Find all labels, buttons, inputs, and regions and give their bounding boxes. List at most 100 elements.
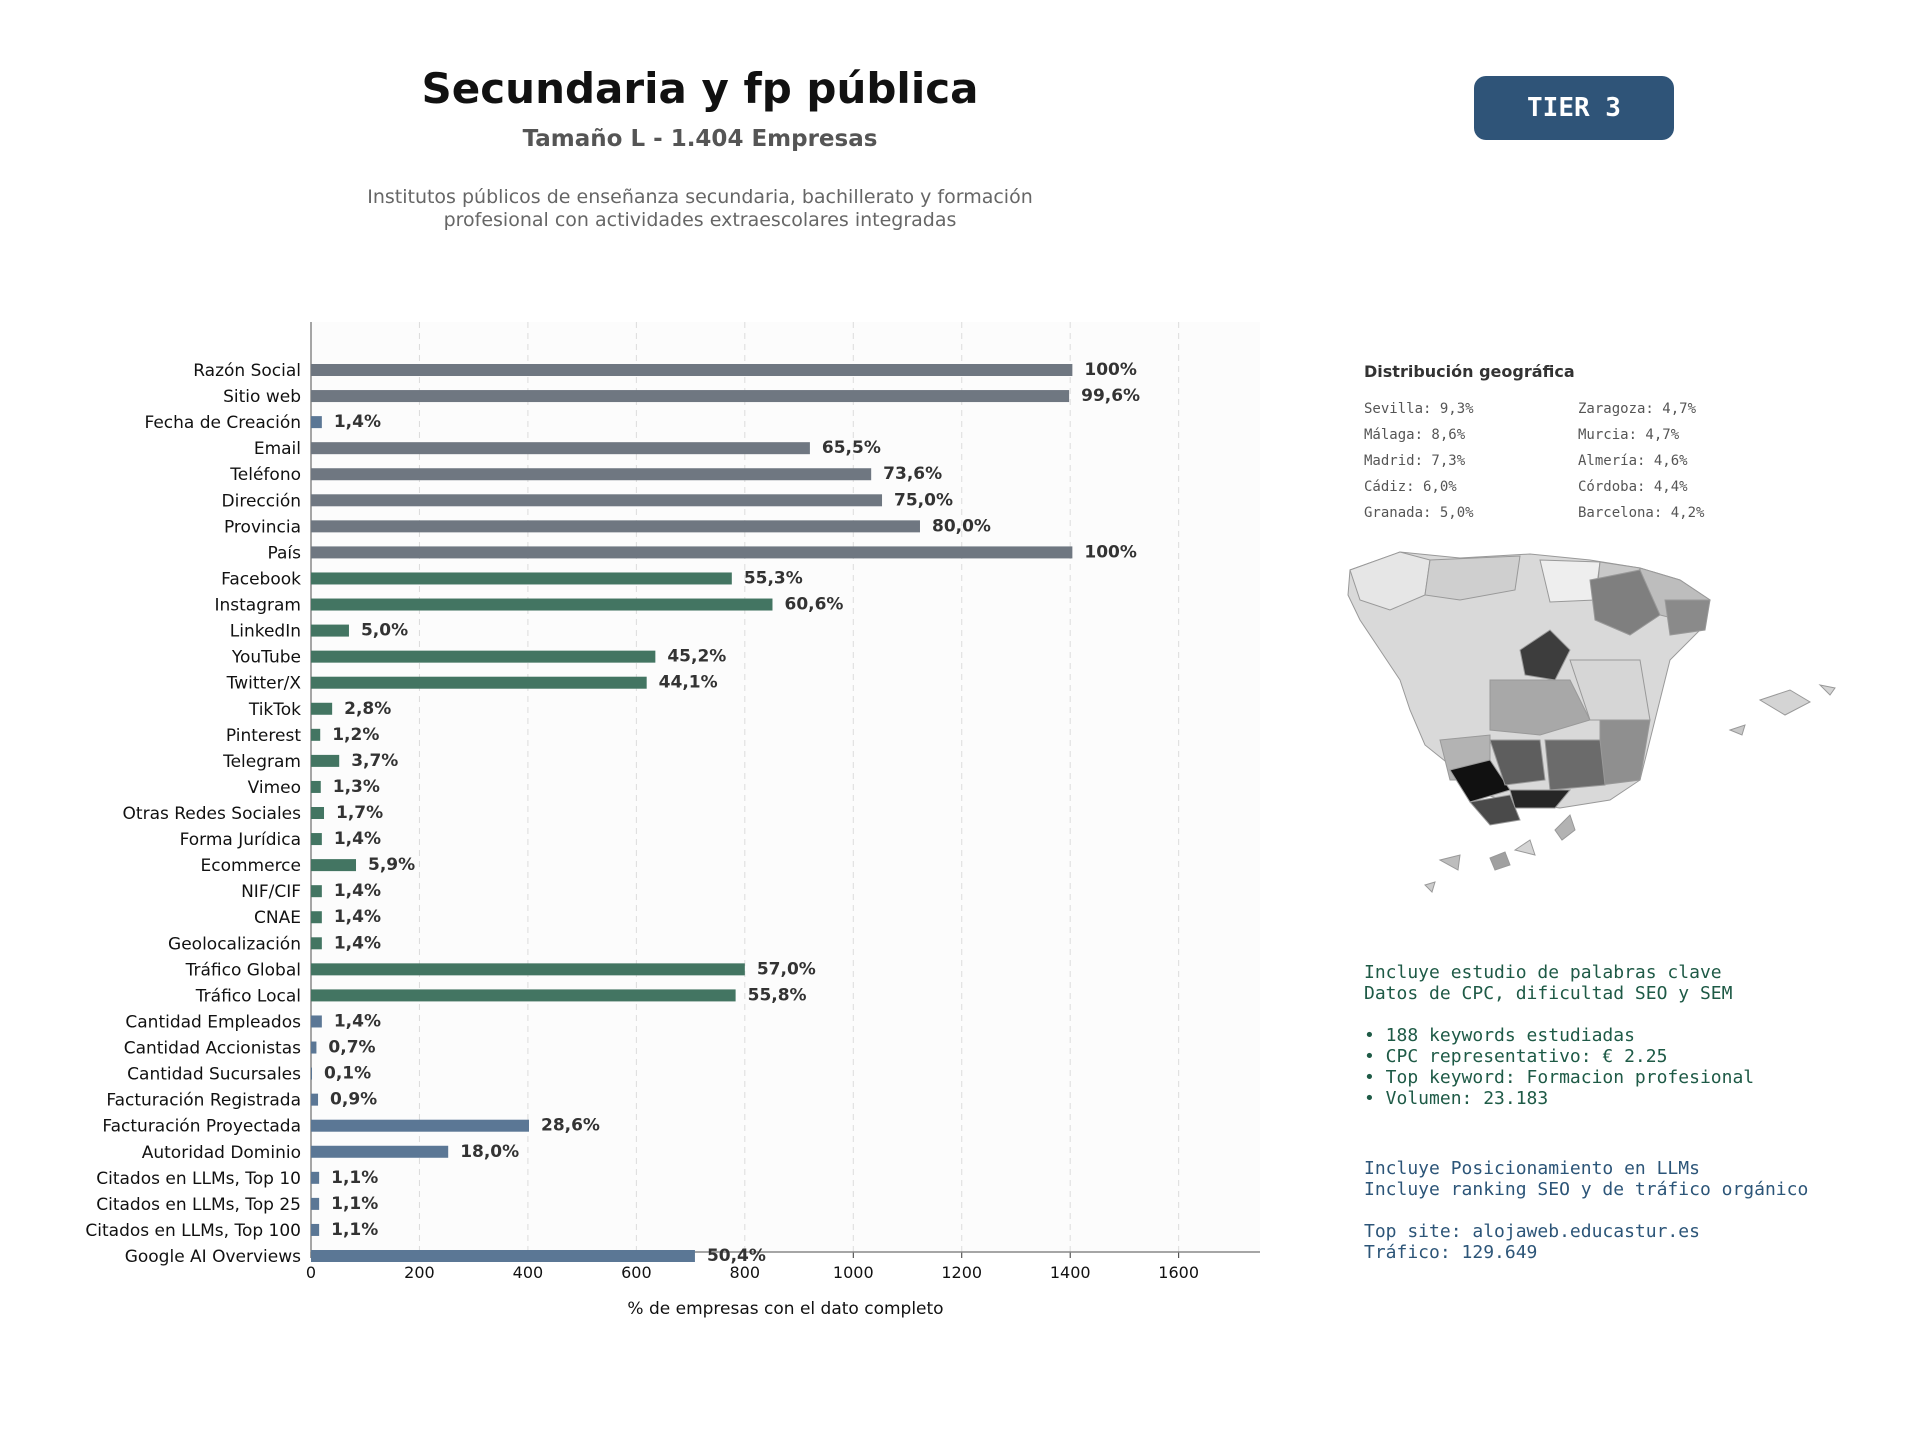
bar (311, 780, 321, 793)
bar (311, 833, 322, 846)
data-label: 1,4% (334, 907, 381, 927)
data-label: 75,0% (894, 490, 953, 510)
x-tick-label: 1600 (1158, 1263, 1199, 1282)
geo-item: Cádiz: 6,0% (1364, 479, 1457, 495)
category-label: Sitio web (223, 387, 301, 407)
bar (311, 1067, 312, 1080)
bar (311, 702, 333, 715)
data-label: 65,5% (822, 438, 881, 458)
bar (311, 520, 920, 533)
keywords-bullet: • CPC representativo: € 2.25 (1364, 1046, 1668, 1067)
data-label: 0,7% (328, 1038, 375, 1058)
bar (311, 1145, 449, 1158)
x-tick-label: 200 (404, 1263, 435, 1282)
keywords-bullet: • Volumen: 23.183 (1364, 1088, 1549, 1109)
x-tick-label: 1200 (941, 1263, 982, 1282)
data-label: 44,1% (659, 673, 718, 693)
geo-item: Granada: 5,0% (1364, 505, 1474, 521)
geo-item: Córdoba: 4,4% (1578, 479, 1688, 495)
category-label: Instagram (215, 596, 302, 616)
category-label: Citados en LLMs, Top 10 (96, 1169, 301, 1189)
data-label: 1,1% (331, 1194, 378, 1214)
map-region (1818, 684, 1836, 696)
map-region (1758, 689, 1812, 716)
x-tick-label: 800 (730, 1263, 761, 1282)
bar (311, 859, 357, 872)
category-label: Facturación Proyectada (102, 1117, 301, 1137)
bar-chart: 0 200 400 600 800 1000 1200 1400 1600 Razón Socia… (85, 322, 1260, 1319)
geo-item: Sevilla: 9,3% (1364, 401, 1474, 417)
llm-line: Top site: alojaweb.educastur.es (1364, 1221, 1700, 1242)
bar (311, 911, 322, 924)
category-label: Fecha de Creación (144, 413, 301, 433)
bar (311, 494, 883, 507)
x-axis-label: % de empresas con el dato completo (627, 1299, 943, 1319)
category-label: YouTube (231, 648, 301, 668)
bar (311, 416, 322, 429)
plot-area (311, 322, 1260, 1252)
geo-item: Almería: 4,6% (1578, 453, 1688, 469)
map-region (1424, 555, 1521, 601)
bar (311, 442, 810, 455)
llm-line: Incluye Posicionamiento en LLMs (1364, 1158, 1700, 1179)
geo-item: Madrid: 7,3% (1364, 453, 1466, 469)
category-label: Citados en LLMs, Top 25 (96, 1195, 301, 1215)
category-label: Tráfico Global (185, 960, 301, 980)
data-label: 1,4% (334, 412, 381, 432)
map-region (1544, 739, 1606, 791)
map-region (1554, 814, 1576, 841)
bar (311, 676, 647, 689)
keywords-bullet: • 188 keywords estudiadas (1364, 1025, 1635, 1046)
category-label: LinkedIn (230, 622, 301, 642)
category-label: Pinterest (226, 726, 301, 746)
bar (311, 468, 872, 481)
geo-item: Málaga: 8,6% (1364, 427, 1466, 443)
data-label: 0,1% (324, 1064, 371, 1084)
bar (311, 1093, 319, 1106)
map-region (1438, 854, 1461, 871)
page-subtitle: Tamaño L - 1.404 Empresas (522, 126, 878, 152)
llm-line: Tráfico: 129.649 (1364, 1242, 1538, 1263)
map-region (1728, 724, 1746, 736)
category-label: Cantidad Accionistas (124, 1039, 301, 1059)
data-label: 5,0% (361, 621, 408, 641)
data-label: 60,6% (784, 595, 843, 615)
category-label: CNAE (254, 908, 301, 928)
bar (311, 807, 325, 819)
tier-badge: TIER 3 (1474, 76, 1674, 140)
bar (311, 963, 745, 976)
category-label: TikTok (248, 700, 301, 720)
category-label: Google AI Overviews (125, 1247, 301, 1267)
bar (311, 1171, 320, 1184)
llm-line: Incluye ranking SEO y de tráfico orgánic… (1364, 1179, 1809, 1200)
data-label: 55,8% (748, 985, 807, 1005)
bar (311, 989, 736, 1002)
data-label: 0,9% (330, 1090, 377, 1110)
bar (311, 1250, 695, 1262)
keywords-line: Datos de CPC, dificultad SEO y SEM (1364, 983, 1733, 1004)
data-label: 80,0% (932, 516, 991, 536)
geo-item: Barcelona: 4,2% (1578, 505, 1705, 521)
bar (311, 1223, 320, 1236)
map-region (1513, 839, 1536, 856)
bar (311, 885, 322, 898)
x-tick-label: 1400 (1050, 1263, 1091, 1282)
map-region (1664, 599, 1711, 636)
data-label: 100% (1084, 542, 1137, 562)
x-tick-label: 0 (306, 1263, 316, 1282)
category-label: Vimeo (248, 778, 301, 798)
keywords-panel: Incluye estudio de palabras clave Datos d… (1364, 962, 1754, 1109)
map-region (1489, 739, 1546, 786)
map-region (1489, 851, 1511, 871)
data-label: 28,6% (541, 1116, 600, 1136)
category-label: Teléfono (229, 465, 301, 485)
data-label: 45,2% (667, 647, 726, 667)
data-label: 50,4% (707, 1246, 766, 1266)
data-label: 100% (1084, 360, 1137, 380)
spain-map (1347, 551, 1836, 893)
data-label: 1,7% (336, 803, 383, 823)
map-region (1469, 794, 1521, 826)
data-label: 57,0% (757, 959, 816, 979)
map-region (1589, 569, 1661, 636)
data-label: 1,2% (332, 725, 379, 745)
